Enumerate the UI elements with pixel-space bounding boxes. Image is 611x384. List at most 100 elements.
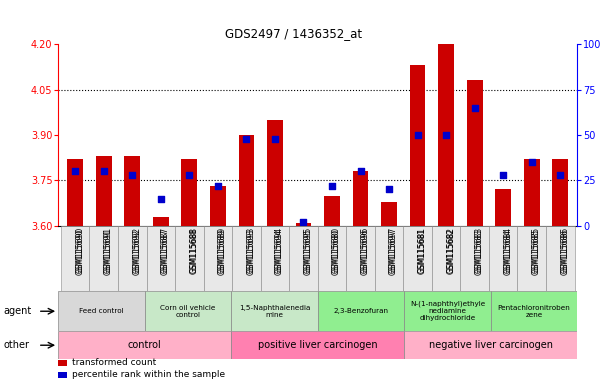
Text: GSM115688: GSM115688 [189, 228, 199, 275]
Bar [524, 159, 540, 226]
Point [356, 168, 365, 174]
FancyBboxPatch shape [289, 226, 318, 291]
Text: GSM115690: GSM115690 [75, 228, 84, 275]
Bar [552, 159, 568, 226]
Text: GSM115689: GSM115689 [218, 228, 227, 275]
Point [270, 136, 280, 142]
FancyBboxPatch shape [261, 226, 289, 291]
Text: GSM115693: GSM115693 [246, 228, 255, 275]
Text: GSM115683: GSM115683 [475, 228, 484, 275]
Bar [381, 202, 397, 226]
Text: GSM115693: GSM115693 [246, 227, 255, 273]
Text: GSM115680: GSM115680 [332, 227, 341, 273]
Text: positive liver carcinogen: positive liver carcinogen [258, 340, 378, 350]
FancyBboxPatch shape [491, 291, 577, 331]
Point [70, 168, 80, 174]
Text: transformed count: transformed count [71, 358, 156, 367]
Bar [67, 159, 83, 226]
Bar [467, 81, 483, 226]
Text: negative liver carcinogen: negative liver carcinogen [429, 340, 553, 350]
Text: GSM115686: GSM115686 [560, 227, 569, 273]
FancyBboxPatch shape [546, 226, 574, 291]
Text: Feed control: Feed control [79, 308, 123, 314]
Text: GSM115684: GSM115684 [503, 227, 512, 273]
FancyBboxPatch shape [147, 226, 175, 291]
FancyBboxPatch shape [432, 226, 461, 291]
Point [327, 183, 337, 189]
Point [241, 136, 251, 142]
Bar [153, 217, 169, 226]
Bar [324, 195, 340, 226]
Text: GSM115694: GSM115694 [275, 227, 284, 273]
Text: GSM115687: GSM115687 [161, 228, 170, 275]
Text: GSM115691: GSM115691 [104, 228, 112, 275]
Point [213, 183, 223, 189]
FancyBboxPatch shape [89, 226, 118, 291]
Text: other: other [3, 340, 29, 350]
Point [299, 219, 309, 225]
Text: GSM115681: GSM115681 [417, 228, 426, 275]
Text: GDS2497 / 1436352_at: GDS2497 / 1436352_at [225, 27, 362, 40]
Bar [96, 156, 112, 226]
Text: GSM115680: GSM115680 [332, 228, 341, 275]
Point [412, 132, 422, 138]
Point [555, 172, 565, 178]
FancyBboxPatch shape [318, 226, 346, 291]
Text: GSM115685: GSM115685 [532, 228, 541, 275]
Text: GSM115685: GSM115685 [532, 227, 541, 273]
Bar [410, 65, 425, 226]
Point [99, 168, 109, 174]
FancyBboxPatch shape [518, 226, 546, 291]
Bar [58, 372, 67, 377]
Text: GSM115686: GSM115686 [560, 228, 569, 275]
Text: GSM115697: GSM115697 [389, 227, 398, 273]
Text: GSM115682: GSM115682 [446, 228, 455, 275]
FancyBboxPatch shape [58, 331, 231, 359]
Text: Corn oil vehicle
control: Corn oil vehicle control [160, 305, 216, 318]
Bar [125, 156, 140, 226]
FancyBboxPatch shape [118, 226, 147, 291]
Text: GSM115692: GSM115692 [132, 228, 141, 275]
Point [127, 172, 137, 178]
Text: GSM115683: GSM115683 [475, 227, 484, 273]
Text: Pentachloronitroben
zene: Pentachloronitroben zene [498, 305, 571, 318]
Bar [181, 159, 197, 226]
FancyBboxPatch shape [203, 226, 232, 291]
Bar [353, 171, 368, 226]
Text: agent: agent [3, 306, 31, 316]
Text: GSM115689: GSM115689 [218, 227, 227, 273]
FancyBboxPatch shape [61, 226, 89, 291]
FancyBboxPatch shape [403, 226, 432, 291]
Bar [238, 135, 254, 226]
Point [470, 105, 480, 111]
Bar [210, 187, 225, 226]
Point [156, 195, 166, 202]
Text: control: control [128, 340, 161, 350]
FancyBboxPatch shape [375, 226, 403, 291]
Text: GSM115692: GSM115692 [132, 227, 141, 273]
Point [499, 172, 508, 178]
Point [441, 132, 451, 138]
FancyBboxPatch shape [145, 291, 231, 331]
FancyBboxPatch shape [232, 226, 261, 291]
FancyBboxPatch shape [58, 291, 145, 331]
FancyBboxPatch shape [489, 226, 518, 291]
Text: GSM115695: GSM115695 [304, 227, 312, 273]
Text: GSM115682: GSM115682 [446, 227, 455, 273]
FancyBboxPatch shape [175, 226, 203, 291]
Point [384, 186, 394, 192]
Text: GSM115695: GSM115695 [304, 228, 312, 275]
Point [527, 159, 536, 165]
Bar [496, 189, 511, 226]
Text: GSM115684: GSM115684 [503, 228, 512, 275]
Point [185, 172, 194, 178]
Text: GSM115697: GSM115697 [389, 228, 398, 275]
Text: GSM115681: GSM115681 [417, 227, 426, 273]
FancyBboxPatch shape [404, 291, 491, 331]
FancyBboxPatch shape [404, 331, 577, 359]
Text: N-(1-naphthyl)ethyle
nediamine
dihydrochloride: N-(1-naphthyl)ethyle nediamine dihydroch… [410, 301, 485, 321]
FancyBboxPatch shape [231, 331, 404, 359]
Text: GSM115688: GSM115688 [189, 227, 199, 273]
Text: GSM115691: GSM115691 [104, 227, 112, 273]
FancyBboxPatch shape [231, 291, 318, 331]
